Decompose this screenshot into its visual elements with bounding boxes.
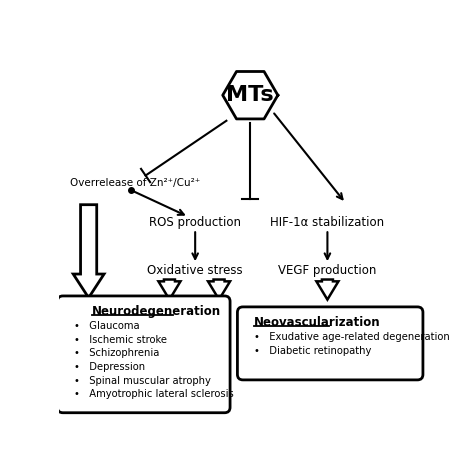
Text: Overrelease of Zn²⁺/Cu²⁺: Overrelease of Zn²⁺/Cu²⁺ xyxy=(70,178,201,188)
Text: •   Depression: • Depression xyxy=(74,362,145,372)
Text: •   Schizophrenia: • Schizophrenia xyxy=(74,348,159,358)
Text: •   Exudative age-related degeneration: • Exudative age-related degeneration xyxy=(254,332,450,342)
Text: ROS production: ROS production xyxy=(149,217,241,229)
Text: HIF-1α stabilization: HIF-1α stabilization xyxy=(270,217,384,229)
Text: •   Amyotrophic lateral sclerosis: • Amyotrophic lateral sclerosis xyxy=(74,389,234,399)
FancyBboxPatch shape xyxy=(57,296,230,413)
Polygon shape xyxy=(208,280,230,300)
Text: MTs: MTs xyxy=(227,85,274,105)
Text: VEGF production: VEGF production xyxy=(278,264,377,277)
FancyBboxPatch shape xyxy=(237,307,423,380)
Text: •   Ischemic stroke: • Ischemic stroke xyxy=(74,335,167,345)
Text: Neurodegeneration: Neurodegeneration xyxy=(92,305,221,318)
Text: Neovascularization: Neovascularization xyxy=(254,316,381,329)
Polygon shape xyxy=(158,280,181,300)
Polygon shape xyxy=(73,205,104,298)
Polygon shape xyxy=(316,280,338,300)
Text: •   Diabetic retinopathy: • Diabetic retinopathy xyxy=(254,346,371,356)
Text: Oxidative stress: Oxidative stress xyxy=(147,264,243,277)
Text: •   Spinal muscular atrophy: • Spinal muscular atrophy xyxy=(74,375,211,385)
Text: •   Glaucoma: • Glaucoma xyxy=(74,321,139,331)
